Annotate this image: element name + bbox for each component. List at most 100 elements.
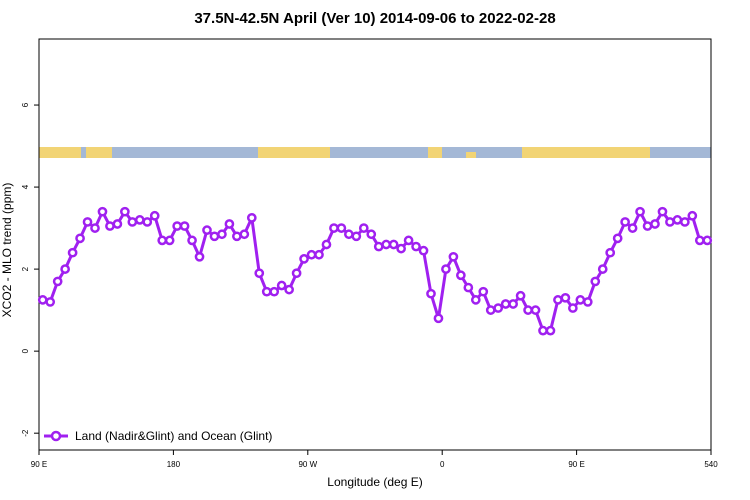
land-ocean-strip (39, 147, 711, 158)
data-point (209, 231, 220, 242)
data-point (269, 286, 280, 297)
data-point (396, 243, 406, 254)
data-point (441, 264, 451, 274)
data-point (575, 295, 586, 305)
data-point (485, 305, 496, 315)
data-point (134, 215, 145, 225)
data-point (254, 268, 265, 279)
plot-frame (38, 38, 712, 451)
data-point (149, 210, 160, 221)
data-point (276, 280, 287, 291)
data-point (381, 239, 392, 250)
data-point (470, 295, 481, 305)
data-point (530, 305, 541, 315)
data-point (217, 229, 227, 240)
data-point (37, 295, 48, 305)
data-point (694, 235, 705, 246)
data-point (403, 235, 414, 246)
data-point (426, 288, 436, 299)
data-point (67, 247, 78, 258)
data-point (336, 223, 347, 233)
data-point (508, 299, 518, 309)
data-point (112, 219, 123, 229)
data-point (120, 206, 130, 217)
y-tick-label: 0 (21, 348, 30, 353)
data-point (493, 303, 504, 313)
data-point (105, 221, 115, 231)
land-band (428, 147, 442, 158)
x-tick-label: 0 (440, 460, 445, 469)
data-point (75, 233, 85, 244)
data-point (246, 212, 257, 223)
x-axis-label: Longitude (deg E) (327, 475, 422, 489)
data-point (582, 297, 593, 307)
data-point (568, 303, 578, 313)
data-point (523, 305, 533, 315)
data-point (366, 229, 377, 240)
x-tick-label: 90 W (298, 460, 317, 469)
y-tick-label: 6 (21, 102, 30, 107)
data-point (515, 290, 526, 301)
data-point (680, 217, 690, 227)
data-point (351, 231, 362, 242)
data-point (590, 276, 601, 287)
legend: Land (Nadir&Glint) and Ocean (Glint) (44, 429, 272, 443)
y-tick-label: 4 (21, 184, 30, 189)
data-point (261, 286, 272, 297)
ocean-band (39, 147, 711, 158)
data-point (456, 270, 466, 281)
x-tick-label: 90 E (568, 460, 584, 469)
data-point (97, 206, 108, 217)
data-point (224, 219, 235, 229)
data-point (373, 241, 384, 252)
data-point (358, 223, 369, 233)
y-tick-label: -2 (21, 429, 30, 437)
data-point (433, 313, 444, 324)
x-tick-label: 540 (704, 460, 718, 469)
land-band (86, 147, 112, 158)
data-point (284, 284, 294, 295)
land-band (39, 147, 81, 158)
data-point (635, 206, 645, 217)
y-tick-label: 2 (21, 266, 30, 271)
data-point (187, 235, 197, 246)
data-point (82, 217, 93, 227)
land-band (258, 147, 330, 158)
legend-label: Land (Nadir&Glint) and Ocean (Glint) (75, 429, 272, 443)
data-point (90, 223, 100, 233)
data-point (157, 235, 168, 246)
data-point (60, 264, 70, 274)
data-point (239, 229, 250, 240)
data-point (127, 217, 138, 227)
data-point (545, 325, 556, 336)
data-point (179, 221, 190, 231)
data-point (500, 299, 511, 309)
data-point (620, 217, 630, 227)
data-point (142, 217, 153, 227)
data-point (329, 223, 339, 233)
data-point (642, 221, 653, 231)
data-point (418, 245, 429, 256)
data-point (306, 249, 317, 260)
data-point (164, 235, 175, 246)
data-point (299, 254, 309, 264)
data-point (52, 276, 63, 287)
data-point (232, 231, 242, 242)
legend-marker (50, 430, 62, 442)
data-point (553, 295, 563, 305)
land-band (466, 152, 476, 158)
data-point (672, 215, 683, 225)
data-point (202, 225, 212, 235)
data-point (463, 282, 474, 293)
data-point (291, 268, 302, 279)
data-point (45, 297, 56, 307)
x-tick-label: 180 (167, 460, 181, 469)
data-point (687, 210, 698, 221)
data-point (538, 325, 548, 336)
data-point (605, 247, 616, 258)
data-point (172, 221, 182, 231)
data-point (194, 251, 205, 262)
data-point (657, 206, 668, 217)
data-point (321, 239, 332, 250)
